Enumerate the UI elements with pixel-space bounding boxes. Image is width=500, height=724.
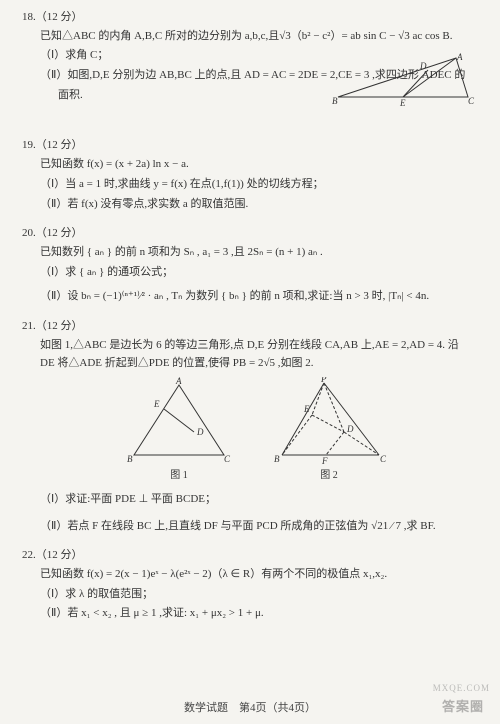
figure-p21-1: A B C E D 图 1 xyxy=(124,377,234,484)
problem-22-head: 22.（12 分） xyxy=(22,546,478,565)
problem-21-body: 如图 1,△ABC 是边长为 6 的等边三角形,点 D,E 分别在线段 CA,A… xyxy=(22,336,478,536)
watermark-url: MXQE.COM xyxy=(433,681,490,696)
fig1-A: A xyxy=(175,377,182,386)
problem-19-head: 19.（12 分） xyxy=(22,136,478,155)
p20-part1: （Ⅰ）求 { aₙ } 的通项公式； xyxy=(40,263,478,282)
fig2-C: C xyxy=(380,454,387,464)
p20-part2: （Ⅱ）设 bₙ = (−1)⁽ⁿ⁺¹⁾⁄² · aₙ , Tₙ 为数列 { bₙ… xyxy=(40,287,478,306)
problem-18-head: 18.（12 分） xyxy=(22,8,478,27)
fig1-E: E xyxy=(153,399,160,409)
fig1-caption: 图 1 xyxy=(124,467,234,484)
label-A: A xyxy=(456,52,463,62)
fig2-F: F xyxy=(321,456,328,465)
p21-line1b: DE 将△ADE 折起到△PDE 的位置,使得 PB = 2√5 ,如图 2. xyxy=(22,354,478,373)
p22-part2: （Ⅱ）若 x₁ < x₂ , 且 μ ≥ 1 ,求证: x₁ + μx₂ > 1… xyxy=(40,604,478,623)
problem-22: 22.（12 分） 已知函数 f(x) = 2(x − 1)eˣ − λ(e²ˣ… xyxy=(22,546,478,623)
page-footer: 数学试题 第4页（共4页） xyxy=(0,699,500,718)
label-E: E xyxy=(399,98,406,107)
fig1-D: D xyxy=(196,427,204,437)
p21-line1: 如图 1,△ABC 是边长为 6 的等边三角形,点 D,E 分别在线段 CA,A… xyxy=(40,336,478,355)
watermark-cn: 答案圈 xyxy=(442,696,484,718)
p19-part2: （Ⅱ）若 f(x) 没有零点,求实数 a 的取值范围. xyxy=(40,195,478,214)
problem-21: 21.（12 分） 如图 1,△ABC 是边长为 6 的等边三角形,点 D,E … xyxy=(22,317,478,535)
label-B: B xyxy=(332,96,338,106)
p21-part2: （Ⅱ）若点 F 在线段 BC 上,且直线 DF 与平面 PCD 所成角的正弦值为… xyxy=(40,517,478,536)
problem-19-body: 已知函数 f(x) = (x + 2a) ln x − a. （Ⅰ）当 a = … xyxy=(22,155,478,213)
problem-21-head: 21.（12 分） xyxy=(22,317,478,336)
problem-19: 19.（12 分） 已知函数 f(x) = (x + 2a) ln x − a.… xyxy=(22,136,478,213)
problem-18: 18.（12 分） 已知△ABC 的内角 A,B,C 所对的边分别为 a,b,c… xyxy=(22,8,478,104)
figure-p21-2: P B C E D F 图 2 xyxy=(264,377,394,484)
label-D: D xyxy=(419,61,427,71)
fig2-B: B xyxy=(274,454,280,464)
p19-line1: 已知函数 f(x) = (x + 2a) ln x − a. xyxy=(40,155,478,174)
problem-20-body: 已知数列 { aₙ } 的前 n 项和为 Sₙ , a₁ = 3 ,且 2Sₙ … xyxy=(22,243,478,306)
figure-row-p21: A B C E D 图 1 xyxy=(40,377,478,484)
problem-22-body: 已知函数 f(x) = 2(x − 1)eˣ − λ(e²ˣ − 2)（λ ∈ … xyxy=(22,565,478,623)
problem-20: 20.（12 分） 已知数列 { aₙ } 的前 n 项和为 Sₙ , a₁ =… xyxy=(22,224,478,306)
p20-line1: 已知数列 { aₙ } 的前 n 项和为 Sₙ , a₁ = 3 ,且 2Sₙ … xyxy=(40,243,478,262)
p22-line1: 已知函数 f(x) = 2(x − 1)eˣ − λ(e²ˣ − 2)（λ ∈ … xyxy=(40,565,478,584)
p19-part1: （Ⅰ）当 a = 1 时,求曲线 y = f(x) 在点(1,f(1)) 处的切… xyxy=(40,175,478,194)
fig2-D: D xyxy=(346,424,354,434)
fig2-caption: 图 2 xyxy=(264,467,394,484)
fig2-P: P xyxy=(320,377,327,384)
label-C: C xyxy=(468,96,475,106)
problem-20-head: 20.（12 分） xyxy=(22,224,478,243)
fig1-C: C xyxy=(224,454,231,464)
p18-line1: 已知△ABC 的内角 A,B,C 所对的边分别为 a,b,c,且√3（b² − … xyxy=(40,27,478,46)
fig1-B: B xyxy=(127,454,133,464)
figure-p18: A B C D E xyxy=(328,52,478,107)
p21-part1: （Ⅰ）求证:平面 PDE ⊥ 平面 BCDE； xyxy=(40,490,478,509)
fig2-E: E xyxy=(303,404,310,414)
p22-part1: （Ⅰ）求 λ 的取值范围； xyxy=(40,585,478,604)
